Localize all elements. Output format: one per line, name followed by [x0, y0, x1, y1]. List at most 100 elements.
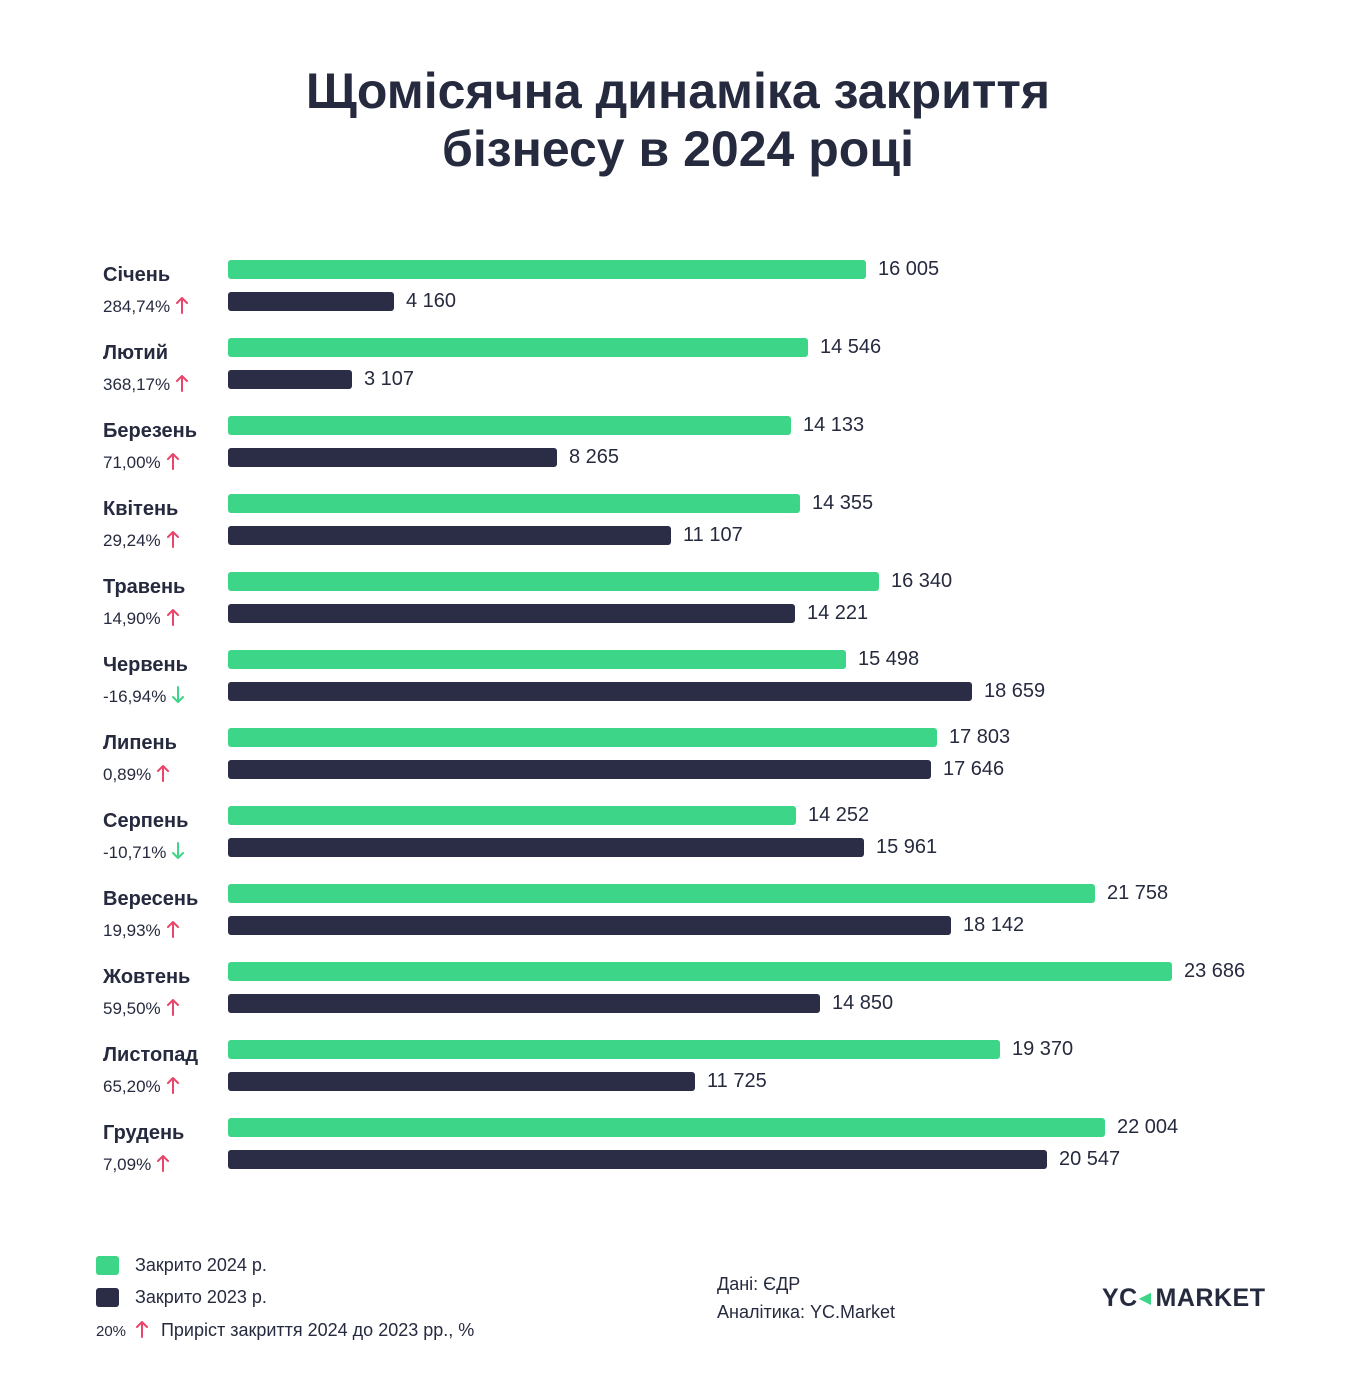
bar-2023: [228, 916, 951, 935]
legend-label-2023: Закрито 2023 р.: [135, 1287, 267, 1307]
bar-2023: [228, 370, 352, 389]
arrow-down-icon: [172, 842, 185, 865]
bar-2023: [228, 682, 972, 701]
bar-value-2023: 15 961: [876, 836, 938, 858]
growth-value: 71,00%: [103, 453, 161, 472]
bar-value-2024: 16 340: [891, 570, 953, 592]
bar-2024: [228, 650, 846, 669]
month-label: Травень: [103, 576, 186, 598]
arrow-up-icon: [136, 1320, 149, 1343]
bar-2024: [228, 884, 1095, 903]
growth-value: -10,71%: [103, 843, 167, 862]
bar-2023: [228, 526, 671, 545]
growth-value: 0,89%: [103, 765, 152, 784]
bar-value-2023: 11 725: [707, 1070, 767, 1092]
arrow-up-icon: [157, 764, 170, 787]
month-label: Лютий: [103, 342, 168, 364]
bar-2024: [228, 338, 808, 357]
chart-title: Щомісячна динаміка закриття бізнесу в 20…: [0, 62, 1356, 178]
arrow-up-icon: [176, 296, 189, 319]
legend-growth-example: 20%: [96, 1323, 127, 1340]
growth-value: 29,24%: [103, 531, 161, 550]
arrow-up-icon: [166, 530, 179, 553]
bar-value-2023: 18 659: [984, 680, 1046, 702]
legend-swatch-2024: [96, 1256, 119, 1275]
growth-label: 14,90%: [103, 608, 179, 630]
growth-value: 284,74%: [103, 297, 171, 316]
month-label: Листопад: [103, 1044, 199, 1066]
growth-label: 29,24%: [103, 530, 179, 552]
bar-2023: [228, 292, 394, 311]
growth-value: -16,94%: [103, 687, 167, 706]
arrow-up-icon: [166, 998, 179, 1021]
arrow-up-icon: [166, 452, 179, 475]
bar-2023: [228, 1150, 1047, 1169]
growth-value: 368,17%: [103, 375, 171, 394]
bar-value-2024: 22 004: [1117, 1116, 1179, 1138]
month-label: Жовтень: [103, 966, 191, 988]
legend-growth: 20% Приріст закриття 2024 до 2023 рр., %: [96, 1319, 474, 1343]
bar-2023: [228, 760, 931, 779]
bar-2024: [228, 1118, 1105, 1137]
bar-value-2024: 14 355: [812, 492, 874, 514]
month-label: Серпень: [103, 810, 189, 832]
bar-2024: [228, 728, 937, 747]
chart-title-line-1: Щомісячна динаміка закриття: [305, 63, 1051, 119]
bar-value-2023: 8 265: [569, 446, 620, 468]
growth-label: 19,93%: [103, 920, 179, 942]
bar-2023: [228, 994, 820, 1013]
growth-value: 7,09%: [103, 1155, 152, 1174]
growth-label: -16,94%: [103, 686, 185, 709]
source-data: Дані: ЄДР: [717, 1274, 801, 1294]
month-label: Квітень: [103, 498, 179, 520]
logo-mark-icon: ◀: [1138, 1290, 1152, 1308]
legend-label-2024: Закрито 2024 р.: [135, 1255, 267, 1275]
growth-label: 284,74%: [103, 296, 189, 319]
month-label: Грудень: [103, 1122, 185, 1144]
bar-2024: [228, 962, 1172, 981]
bar-2024: [228, 572, 879, 591]
bar-value-2024: 19 370: [1012, 1038, 1074, 1060]
growth-label: 0,89%: [103, 764, 170, 787]
bar-value-2024: 17 803: [949, 726, 1011, 748]
bar-value-2023: 14 850: [832, 992, 894, 1014]
arrow-up-icon: [157, 1154, 170, 1177]
bar-2023: [228, 604, 795, 623]
bar-2024: [228, 806, 796, 825]
yc-market-logo: YC◀ MARKET: [1102, 1284, 1265, 1313]
bar-2024: [228, 416, 791, 435]
month-label: Вересень: [103, 888, 199, 910]
growth-label: 368,17%: [103, 374, 189, 397]
bar-value-2024: 14 252: [808, 804, 870, 826]
bar-value-2024: 14 133: [803, 414, 865, 436]
growth-label: -10,71%: [103, 842, 185, 865]
month-label: Липень: [103, 732, 177, 754]
bar-2023: [228, 838, 864, 857]
bar-2024: [228, 1040, 1000, 1059]
month-label: Червень: [103, 654, 188, 676]
bar-2023: [228, 448, 557, 467]
bar-value-2024: 21 758: [1107, 882, 1169, 904]
growth-value: 59,50%: [103, 999, 161, 1018]
bar-value-2023: 14 221: [807, 602, 869, 624]
legend-growth-text: Приріст закриття 2024 до 2023 рр., %: [160, 1320, 475, 1340]
arrow-up-icon: [166, 608, 179, 631]
growth-label: 65,20%: [103, 1076, 179, 1098]
chart-title-line-2: бізнесу в 2024 році: [442, 121, 914, 177]
logo-text-right: MARKET: [1155, 1284, 1266, 1312]
bar-value-2024: 16 005: [878, 258, 940, 280]
bar-value-2023: 18 142: [963, 914, 1025, 936]
growth-value: 65,20%: [103, 1077, 161, 1096]
growth-value: 19,93%: [103, 921, 161, 940]
growth-label: 7,09%: [103, 1154, 170, 1177]
month-label: Березень: [103, 420, 198, 442]
arrow-up-icon: [166, 1076, 179, 1099]
bar-value-2023: 4 160: [406, 290, 457, 312]
arrow-down-icon: [172, 686, 185, 709]
arrow-up-icon: [176, 374, 189, 397]
bar-value-2024: 14 546: [820, 336, 882, 358]
month-label: Січень: [103, 264, 171, 286]
growth-label: 59,50%: [103, 998, 179, 1020]
logo-text-left: YC: [1102, 1284, 1138, 1312]
bar-value-2023: 17 646: [943, 758, 1005, 780]
